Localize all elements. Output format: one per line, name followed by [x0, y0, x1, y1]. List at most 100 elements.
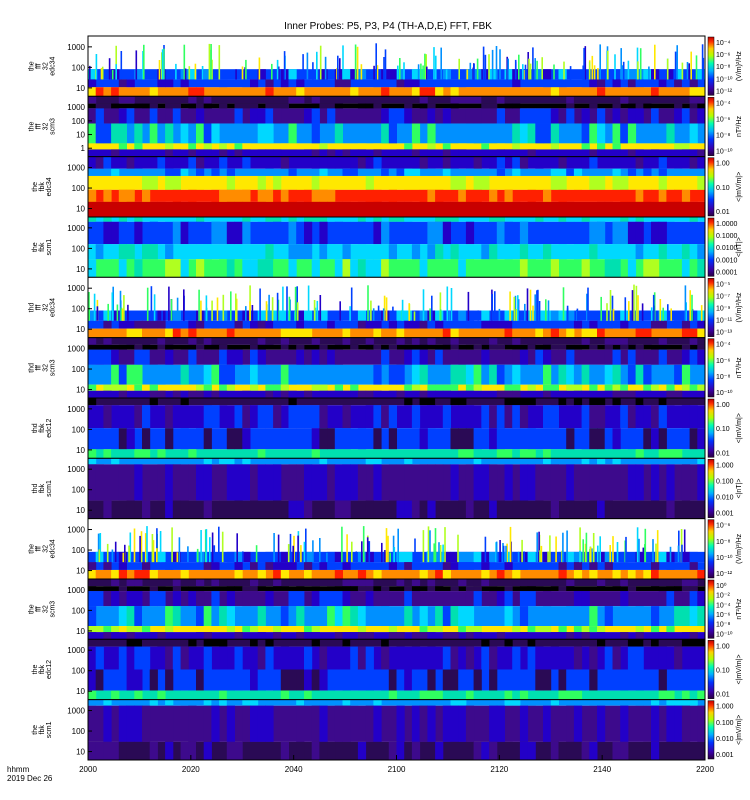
spectrogram-cell: [373, 699, 382, 706]
spectrogram-cell: [250, 690, 259, 700]
spectrogram-cell: [388, 626, 397, 633]
spectrogram-cell: [95, 244, 104, 260]
spectrogram-cell: [103, 201, 112, 217]
spectrogram-cell: [365, 176, 374, 190]
spectrogram-cell: [435, 562, 444, 570]
spectrogram-cell: [350, 449, 359, 459]
spectrogram-cell: [442, 176, 451, 190]
y-tick-label: 1000: [67, 586, 85, 595]
spectrogram-cell: [396, 570, 405, 580]
spectrogram-spike: [296, 302, 299, 321]
spectrogram-spike: [235, 69, 237, 80]
spectrogram-cell: [651, 259, 660, 278]
colorbar-tick-label: 10⁻⁵: [716, 281, 730, 288]
spectrogram-cell: [442, 108, 451, 124]
spectrogram-cell: [427, 390, 436, 398]
spectrogram-cell: [257, 562, 266, 570]
spectrogram-cell: [149, 103, 158, 109]
spectrogram-cell: [681, 458, 691, 465]
spectrogram-spike: [286, 286, 288, 321]
spectrogram-spike: [115, 45, 117, 80]
spectrogram-cell: [196, 632, 205, 640]
spectrogram-cell: [442, 458, 451, 465]
spectrogram-cell: [658, 570, 667, 580]
y-tick-label: 1: [81, 144, 86, 153]
y-tick-label: 100: [72, 606, 86, 615]
spectrogram-cell: [373, 390, 382, 398]
spectrogram-cell: [527, 149, 536, 157]
spectrogram-cell: [350, 344, 359, 350]
spectrogram-cell: [118, 349, 127, 365]
spectrogram-cell: [296, 464, 305, 501]
spectrogram-cell: [180, 639, 189, 647]
spectrogram-cell: [126, 79, 135, 88]
spectrogram-cell: [257, 606, 266, 626]
spectrogram-spike: [408, 303, 410, 321]
spectrogram-cell: [234, 570, 243, 580]
spectrogram-cell: [450, 168, 459, 176]
spectrogram-cell: [697, 176, 706, 190]
spectrogram-spike: [636, 527, 639, 563]
spectrogram-cell: [450, 632, 459, 640]
spectrogram-spike: [433, 47, 435, 80]
spectrogram-cell: [697, 606, 706, 626]
spectrogram-cells: [88, 398, 706, 459]
spectrogram-cell: [88, 384, 705, 391]
spectrogram-cell: [689, 632, 698, 640]
spectrogram-cell: [280, 606, 289, 626]
spectrogram-spike: [235, 293, 237, 321]
spectrogram-cell: [388, 458, 397, 465]
spectrogram-cell: [651, 405, 660, 429]
spectrogram-cell: [643, 156, 652, 169]
spectrogram-cell: [381, 168, 390, 176]
spectrogram-spike: [622, 61, 625, 80]
spectrogram-cell: [435, 176, 444, 190]
spectrogram-spike: [431, 295, 433, 321]
spectrogram-cell: [180, 458, 189, 465]
spectrogram-cell: [519, 143, 529, 150]
spectrogram-cell: [265, 464, 274, 501]
spectrogram-cell: [180, 646, 189, 670]
spectrogram-cell: [450, 562, 459, 570]
spectrogram-cell: [689, 586, 698, 591]
spectrogram-cell: [681, 364, 691, 385]
spectrogram-cell: [450, 337, 459, 345]
spectrogram-cell: [674, 586, 683, 591]
spectrogram-cell: [465, 310, 475, 321]
spectrogram-cell: [203, 669, 212, 691]
y-tick-label: 1000: [67, 103, 85, 112]
spectrogram-cell: [496, 500, 505, 519]
spectrogram-cell: [203, 626, 212, 633]
spectrogram-spike: [427, 526, 430, 563]
spectrogram-cell: [496, 570, 505, 580]
spectrogram-cell: [388, 632, 397, 640]
spectrogram-cell: [304, 570, 313, 580]
spectrogram-cell: [196, 123, 205, 144]
spectrogram-cell: [296, 244, 305, 260]
spectrogram-spike: [563, 61, 565, 80]
spectrogram-cell: [149, 217, 158, 222]
spectrogram-cell: [465, 176, 475, 190]
spectrogram-cell: [381, 606, 390, 626]
spectrogram-cell: [304, 189, 313, 202]
spectrogram-cell: [635, 328, 644, 338]
spectrogram-cell: [543, 626, 552, 633]
spectrogram-cell: [427, 551, 436, 563]
spectrogram-cell: [458, 201, 467, 217]
spectrogram-cell: [627, 189, 637, 202]
spectrogram-cell: [265, 103, 274, 109]
spectrogram-cell: [635, 405, 644, 429]
spectrogram-cell: [442, 626, 451, 633]
spectrogram-cell: [334, 500, 343, 519]
x-tick-label: 2040: [285, 765, 303, 774]
spectrogram-cell: [396, 632, 405, 640]
spectrogram-cell: [350, 259, 359, 278]
spectrogram-cell: [535, 87, 544, 97]
spectrogram-cell: [404, 500, 413, 519]
spectrogram-cell: [165, 646, 174, 670]
spectrogram-cell: [481, 244, 490, 260]
spectrogram-cell: [311, 669, 320, 691]
panel-label-line: the: [29, 544, 36, 554]
spectrogram-cell: [558, 579, 567, 587]
spectrogram-cell: [126, 259, 135, 278]
